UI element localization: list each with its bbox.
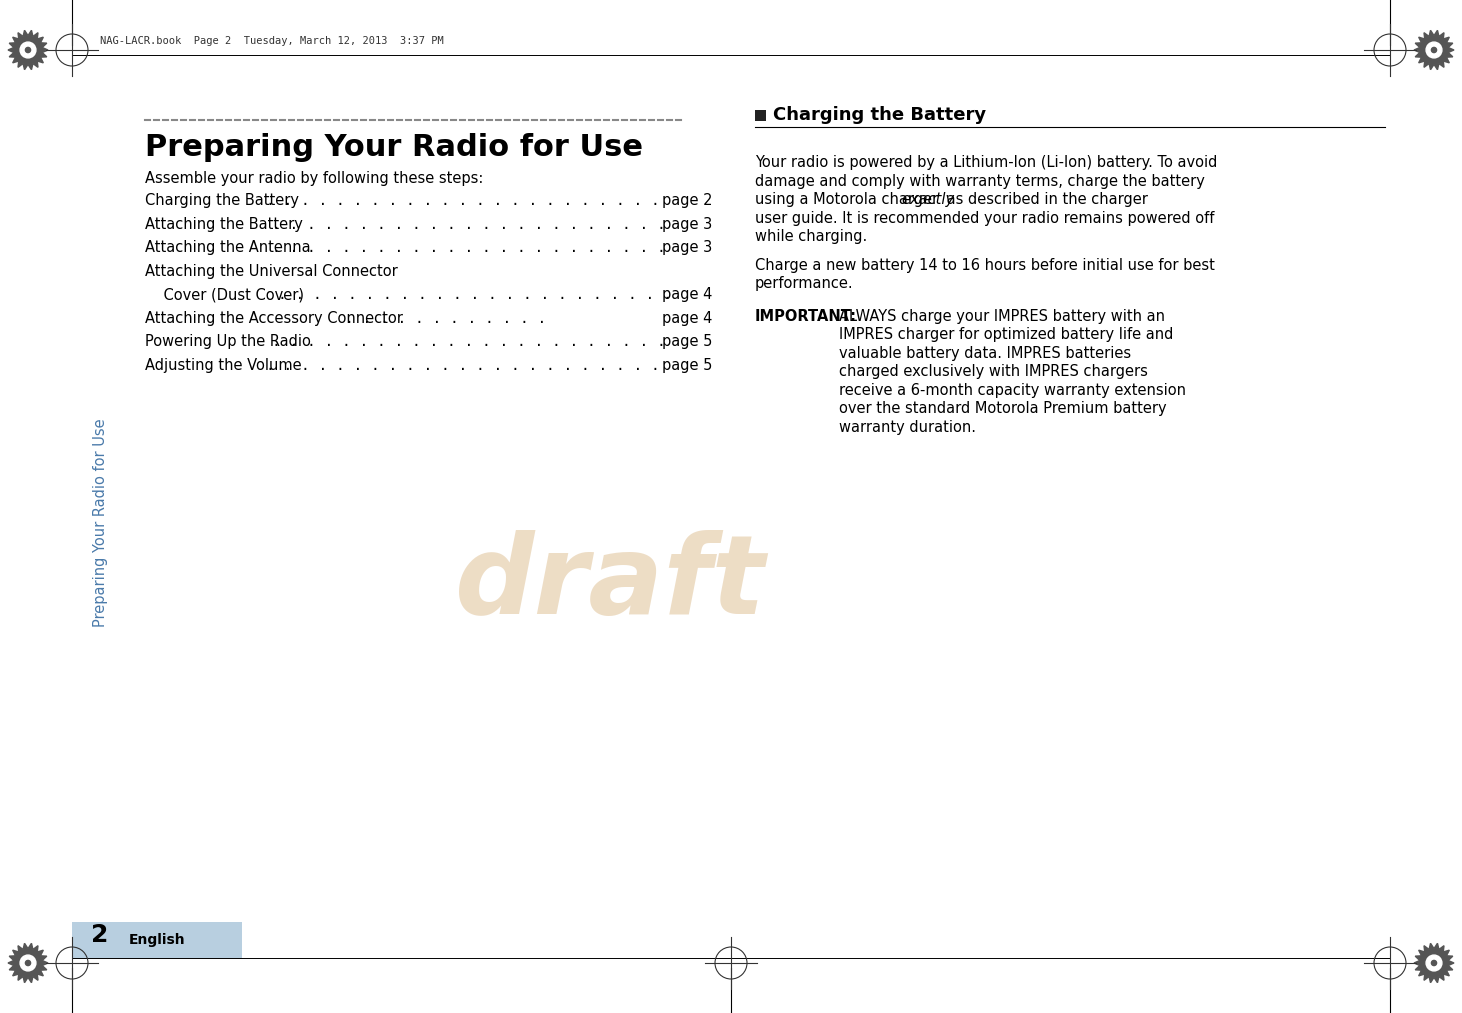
Text: while charging.: while charging. (754, 229, 867, 244)
Circle shape (1425, 955, 1442, 970)
Text: Charging the Battery: Charging the Battery (773, 106, 987, 124)
Text: . . . . . . . . . . . . . . . . . . . . . . .: . . . . . . . . . . . . . . . . . . . . … (266, 193, 659, 208)
Text: English: English (129, 933, 186, 947)
Text: receive a 6-month capacity warranty extension: receive a 6-month capacity warranty exte… (839, 383, 1186, 397)
Text: as described in the charger: as described in the charger (942, 192, 1148, 207)
Text: . . . . . . . . . . . . . . . . . . . . . . .: . . . . . . . . . . . . . . . . . . . . … (272, 240, 665, 255)
Polygon shape (1414, 30, 1455, 70)
Text: page 4: page 4 (662, 287, 712, 302)
Text: using a Motorola charger: using a Motorola charger (754, 192, 943, 207)
Text: page 3: page 3 (662, 240, 712, 255)
Text: valuable battery data. IMPRES batteries: valuable battery data. IMPRES batteries (839, 345, 1132, 361)
Text: Cover (Dust Cover): Cover (Dust Cover) (145, 287, 304, 302)
Text: Charge a new battery 14 to 16 hours before initial use for best: Charge a new battery 14 to 16 hours befo… (754, 257, 1215, 272)
Circle shape (25, 48, 31, 53)
Text: IMPORTANT:: IMPORTANT: (754, 309, 857, 323)
Text: Attaching the Accessory Connector: Attaching the Accessory Connector (145, 311, 404, 325)
Circle shape (25, 960, 31, 965)
Text: Your radio is powered by a Lithium-Ion (Li-Ion) battery. To avoid: Your radio is powered by a Lithium-Ion (… (754, 155, 1218, 170)
Text: page 4: page 4 (662, 311, 712, 325)
Text: Preparing Your Radio for Use: Preparing Your Radio for Use (92, 418, 108, 627)
Text: user guide. It is recommended your radio remains powered off: user guide. It is recommended your radio… (754, 211, 1215, 226)
Text: page 3: page 3 (662, 217, 712, 232)
Polygon shape (7, 943, 48, 983)
Text: Attaching the Antenna: Attaching the Antenna (145, 240, 310, 255)
Text: damage and comply with warranty terms, charge the battery: damage and comply with warranty terms, c… (754, 173, 1205, 188)
Text: Assemble your radio by following these steps:: Assemble your radio by following these s… (145, 171, 484, 186)
Text: over the standard Motorola Premium battery: over the standard Motorola Premium batte… (839, 401, 1167, 416)
Circle shape (20, 43, 37, 58)
FancyBboxPatch shape (754, 110, 766, 121)
Text: Attaching the Universal Connector: Attaching the Universal Connector (145, 263, 398, 279)
Text: page 5: page 5 (662, 358, 712, 373)
Text: IMPRES charger for optimized battery life and: IMPRES charger for optimized battery lif… (839, 327, 1174, 342)
Text: performance.: performance. (754, 276, 854, 291)
Polygon shape (7, 30, 48, 70)
Text: exactly: exactly (901, 192, 955, 207)
Text: . . . . . . . . . . . . . . . . . . . . . . .: . . . . . . . . . . . . . . . . . . . . … (272, 334, 665, 349)
Text: . . . . . . . . . . . . . . . . . . . . . . .: . . . . . . . . . . . . . . . . . . . . … (272, 217, 665, 232)
Text: . . . . . . . . . . . .: . . . . . . . . . . . . (345, 311, 545, 325)
Text: draft: draft (455, 530, 766, 636)
Circle shape (1431, 960, 1437, 965)
Text: warranty duration.: warranty duration. (839, 419, 977, 435)
Text: Powering Up the Radio: Powering Up the Radio (145, 334, 311, 349)
Text: Adjusting the Volume: Adjusting the Volume (145, 358, 306, 373)
Text: . . . . . . . . . . . . . . . . . . . . . . .: . . . . . . . . . . . . . . . . . . . . … (278, 287, 673, 302)
FancyBboxPatch shape (72, 922, 243, 958)
Text: charged exclusively with IMPRES chargers: charged exclusively with IMPRES chargers (839, 364, 1148, 379)
Text: Attaching the Battery: Attaching the Battery (145, 217, 303, 232)
Text: NAG-LACR.book  Page 2  Tuesday, March 12, 2013  3:37 PM: NAG-LACR.book Page 2 Tuesday, March 12, … (99, 36, 444, 46)
Text: . . . . . . . . . . . . . . . . . . . . . . .: . . . . . . . . . . . . . . . . . . . . … (266, 358, 659, 373)
Circle shape (1425, 43, 1442, 58)
Polygon shape (1414, 943, 1455, 983)
Text: 2: 2 (91, 923, 108, 947)
Text: page 5: page 5 (662, 334, 712, 349)
Text: Charging the Battery: Charging the Battery (145, 193, 300, 208)
Text: Preparing Your Radio for Use: Preparing Your Radio for Use (145, 133, 643, 162)
Circle shape (1431, 48, 1437, 53)
Text: ALWAYS charge your IMPRES battery with an: ALWAYS charge your IMPRES battery with a… (839, 309, 1165, 323)
Text: page 2: page 2 (662, 193, 712, 208)
Circle shape (20, 955, 37, 970)
